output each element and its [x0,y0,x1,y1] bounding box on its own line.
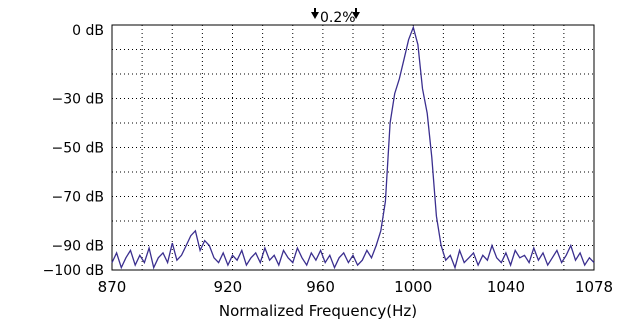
y-tick-label: −70 dB [52,190,105,206]
peak-annotation: 0.2% [320,10,356,26]
right-arrow-marker-icon [352,8,360,19]
x-tick-labels: 870 920 960 1000 1040 1078 [98,278,613,296]
y-tick-label: −30 dB [52,92,105,108]
peak-marker: 0.2% [311,8,360,26]
y-tick-label: −50 dB [52,141,105,157]
x-tick-label: 1040 [487,278,525,296]
y-tick-label: −100 dB [43,263,104,279]
plot-frame [111,24,595,271]
left-arrow-marker-icon [311,8,319,19]
grid-layer [112,25,594,270]
x-tick-label: 1000 [394,278,432,296]
y-tick-labels: 0 dB −30 dB −50 dB −70 dB −90 dB −100 dB [43,23,104,279]
x-tick-label: 1078 [575,278,613,296]
x-tick-label: 920 [214,278,243,296]
spectrum-line [111,25,595,270]
x-tick-label: 870 [98,278,127,296]
y-tick-label: 0 dB [72,23,104,39]
x-tick-label: 960 [306,278,335,296]
y-tick-label: −90 dB [52,239,105,255]
x-axis-label: Normalized Frequency(Hz) [219,302,417,320]
